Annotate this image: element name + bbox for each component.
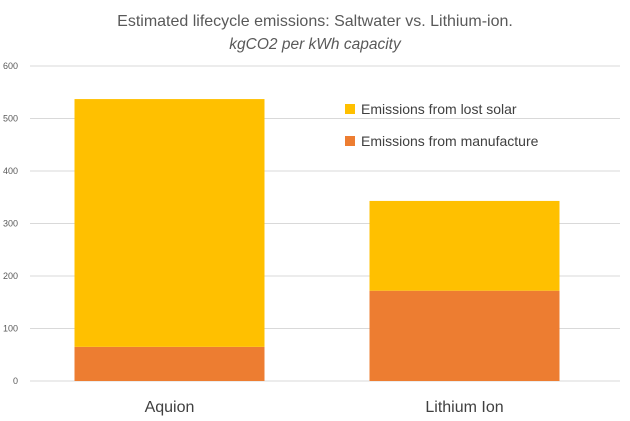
chart-subtitle: kgCO2 per kWh capacity xyxy=(229,36,402,53)
x-category-label: Lithium Ion xyxy=(425,399,503,416)
y-tick-label: 0 xyxy=(13,376,18,386)
chart-title: Estimated lifecycle emissions: Saltwater… xyxy=(117,13,513,30)
legend-label: Emissions from lost solar xyxy=(361,101,517,117)
bar-lost-solar-lithium-ion xyxy=(369,200,560,291)
y-tick-label: 100 xyxy=(3,324,18,334)
y-axis-ticks: 0 100 200 300 400 500 600 xyxy=(3,61,18,386)
y-tick-label: 600 xyxy=(3,61,18,71)
y-tick-label: 300 xyxy=(3,219,18,229)
bar-manufacture-lithium-ion xyxy=(369,290,560,381)
legend-swatch xyxy=(345,104,355,114)
bars xyxy=(74,99,560,381)
y-tick-label: 400 xyxy=(3,166,18,176)
bar-lost-solar-aquion xyxy=(74,99,265,347)
y-tick-label: 500 xyxy=(3,114,18,124)
legend: Emissions from lost solar Emissions from … xyxy=(345,101,539,149)
x-category-label: Aquion xyxy=(145,399,195,416)
bar-manufacture-aquion xyxy=(74,346,265,381)
x-axis-categories: Aquion Lithium Ion xyxy=(145,399,504,416)
legend-swatch xyxy=(345,136,355,146)
y-tick-label: 200 xyxy=(3,271,18,281)
legend-label: Emissions from manufacture xyxy=(361,133,539,149)
